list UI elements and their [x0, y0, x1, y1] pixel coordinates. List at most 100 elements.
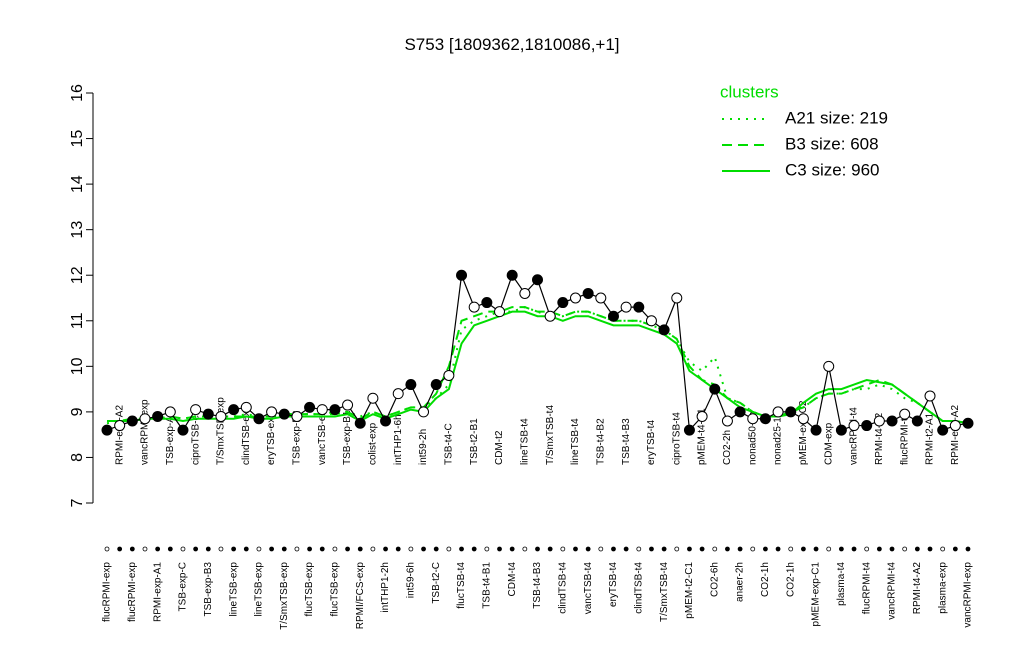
legend-title: clusters [720, 82, 779, 101]
rug-dot [231, 546, 237, 552]
rug-dot [269, 546, 275, 552]
x-tick-label: eryTSB-t4 [608, 562, 619, 607]
data-point [899, 408, 911, 420]
x-tick-label: clindTSB-exp [241, 405, 252, 465]
rug-dot [838, 546, 844, 552]
x-tick-label: RPMI/FCS-exp [355, 562, 366, 630]
rug-dot [484, 546, 490, 552]
x-tick-label: pMEM-exp-C1 [811, 562, 822, 627]
rug-dot [383, 546, 388, 552]
x-tick-label: RPMI-t4-A2 [912, 562, 923, 615]
rug-dot [927, 546, 933, 552]
rug-dot [256, 546, 262, 552]
rug-dot [737, 546, 743, 552]
data-point [823, 360, 835, 372]
data-point [266, 406, 278, 418]
x-tick-label: CO2-1h [760, 562, 771, 597]
x-tick-label: eryTSB-t4 [646, 420, 657, 465]
rug-dot [611, 546, 616, 552]
rug-dot [750, 546, 756, 552]
legend-label: B3 size: 608 [785, 134, 879, 153]
x-tick-label: RPMI-exp-A2 [950, 405, 961, 465]
x-tick-label: clindTSB-t4 [557, 562, 568, 614]
data-point [532, 274, 543, 286]
rug-dot [585, 546, 591, 552]
data-point [190, 404, 202, 416]
data-point [392, 388, 404, 400]
rug-dot [509, 546, 515, 552]
rug-dot [876, 546, 882, 552]
rug-dot [813, 546, 819, 552]
rug-dot [535, 546, 540, 552]
rug-dot [193, 546, 199, 552]
x-tick-label: ciproTSB-exp [190, 404, 201, 465]
cluster-line [106, 306, 969, 425]
data-point [519, 287, 531, 299]
x-tick-label: int59-2h [418, 429, 429, 465]
x-tick-label: flucRPMI-exp [102, 562, 113, 622]
data-point [747, 413, 759, 425]
data-point [316, 404, 328, 416]
data-point [607, 310, 619, 322]
rug-dot [826, 546, 832, 552]
data-point [418, 406, 430, 418]
rug-dot [294, 546, 300, 552]
data-point [696, 410, 708, 422]
rug-dot [940, 546, 946, 552]
data-point [962, 417, 974, 429]
rug-dot [281, 546, 287, 552]
x-tick-label: TSB-t2-B1 [469, 418, 480, 465]
x-tick-label: TSB-t4-C [444, 423, 455, 465]
x-tick-label: ciproTSB-t4 [671, 412, 682, 465]
rug-dot [712, 546, 718, 552]
data-point [734, 406, 746, 418]
data-point [291, 410, 303, 422]
rug-dot [623, 546, 629, 552]
x-tick-label: lineTSB-t4 [519, 418, 530, 465]
y-tick-label: 11 [69, 312, 86, 329]
x-tick-label: TSB-t4-B2 [595, 418, 606, 465]
rug-dot [167, 546, 173, 552]
rug-dot [725, 546, 730, 552]
data-point [886, 415, 898, 427]
data-point [139, 413, 151, 425]
data-point [645, 315, 657, 327]
rug-dot [319, 546, 325, 552]
x-tick-label: TSB-exp-C [178, 562, 189, 611]
legend-label: A21 size: 219 [785, 108, 888, 127]
x-tick-label: RPMI-t2-A1 [925, 412, 936, 465]
data-point [848, 420, 860, 432]
rug-dot [218, 546, 224, 552]
x-tick-label: nonad50-1h [747, 412, 758, 465]
rug-dot [952, 546, 958, 552]
data-point [126, 415, 138, 427]
legend-label: C3 size: 960 [785, 160, 880, 179]
rug-dot [522, 546, 528, 552]
data-point [278, 408, 290, 420]
x-tick-label: lineTSB-t4 [570, 418, 581, 465]
data-point [342, 399, 354, 411]
x-tick-label: RPMI-exp-A2 [114, 405, 125, 465]
x-tick-label: pMEM-t4-C1 [697, 408, 708, 465]
x-tick-label: TSB-exp-B2 [292, 410, 303, 465]
x-tick-label: plasma-t4 [836, 562, 847, 606]
x-tick-label: flucTSB-t4 [456, 562, 467, 609]
data-point [101, 424, 113, 436]
x-tick-label: plasma-exp [937, 562, 948, 614]
x-tick-label: flucTSB-exp [330, 562, 341, 617]
data-point [810, 424, 822, 436]
rug-dot [914, 546, 920, 552]
x-tick-label: RPMI-t4-A2 [874, 412, 885, 465]
y-tick-label: 7 [69, 498, 86, 507]
data-point [152, 410, 164, 422]
y-tick-label: 12 [69, 266, 86, 284]
x-tick-label: TSB-t4-B3 [621, 418, 632, 465]
chart-title: S753 [1809362,1810086,+1] [404, 35, 619, 54]
data-point [468, 301, 480, 313]
rug-dot [307, 546, 312, 552]
x-tick-label: T/SmxTSB-exp [279, 562, 290, 630]
data-point [937, 424, 949, 436]
data-point [114, 420, 126, 432]
rug-dot [598, 546, 604, 552]
